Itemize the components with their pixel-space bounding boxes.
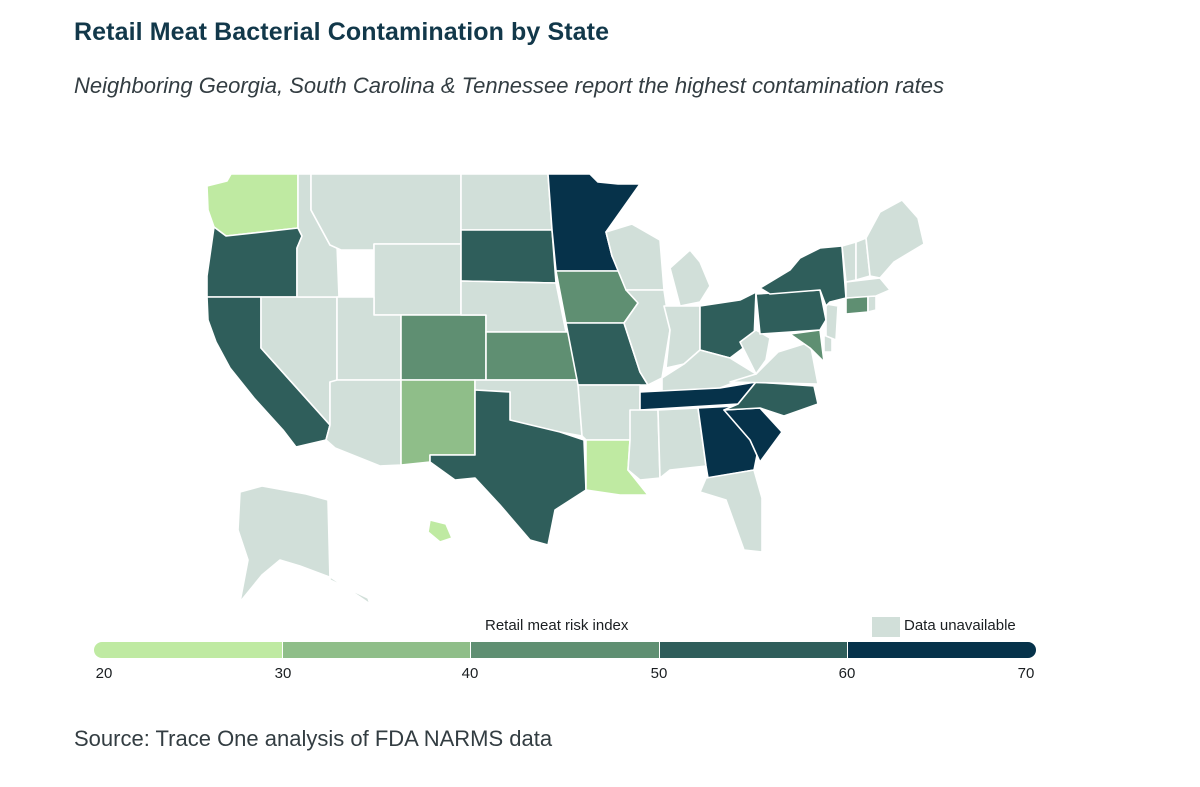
scale-tick: 20 [95, 665, 113, 682]
scale-tick: 70 [1017, 665, 1035, 682]
state-wv [739, 329, 771, 375]
state-fl [699, 469, 763, 553]
state-hi [427, 519, 453, 543]
state-sd [460, 229, 557, 284]
state-nm [400, 379, 476, 466]
source-note: Source: Trace One analysis of FDA NARMS … [74, 726, 553, 751]
scale-bin-20-30 [94, 642, 283, 658]
state-me [865, 199, 925, 279]
scale-bin-30-40 [282, 642, 472, 658]
state-pa [755, 289, 827, 335]
state-or [206, 226, 303, 298]
chart-title: Retail Meat Bacterial Contamination by S… [74, 18, 610, 46]
scale-tick: 30 [274, 665, 292, 682]
scale-bin-50-60 [659, 642, 849, 658]
scale-tick: 50 [650, 665, 668, 682]
state-ma [845, 277, 891, 299]
state-al [657, 407, 707, 479]
scale-bin-60-70 [848, 642, 1036, 658]
state-az [325, 379, 402, 467]
state-ri [867, 295, 877, 313]
unavailable-swatch [872, 617, 900, 637]
legend-title: Retail meat risk index [485, 617, 629, 634]
state-va [729, 341, 819, 385]
state-wa [206, 173, 299, 237]
chart-subtitle: Neighboring Georgia, South Carolina & Te… [74, 73, 944, 98]
state-mt [310, 173, 462, 251]
state-mi [669, 249, 711, 307]
state-wy [373, 243, 462, 316]
state-il [623, 289, 671, 386]
scale-bin-40-50 [471, 642, 660, 658]
state-ct [845, 295, 869, 315]
state-nd [460, 173, 553, 231]
state-co [400, 314, 487, 381]
state-ks [485, 331, 579, 381]
scale-tick: 40 [461, 665, 479, 682]
state-ms [627, 409, 661, 481]
state-ak [237, 485, 371, 605]
state-tx [429, 389, 587, 546]
scale-tick: 60 [838, 665, 856, 682]
unavailable-label: Data unavailable [904, 617, 1016, 634]
color-scale [94, 642, 1036, 658]
state-nj [825, 303, 839, 341]
